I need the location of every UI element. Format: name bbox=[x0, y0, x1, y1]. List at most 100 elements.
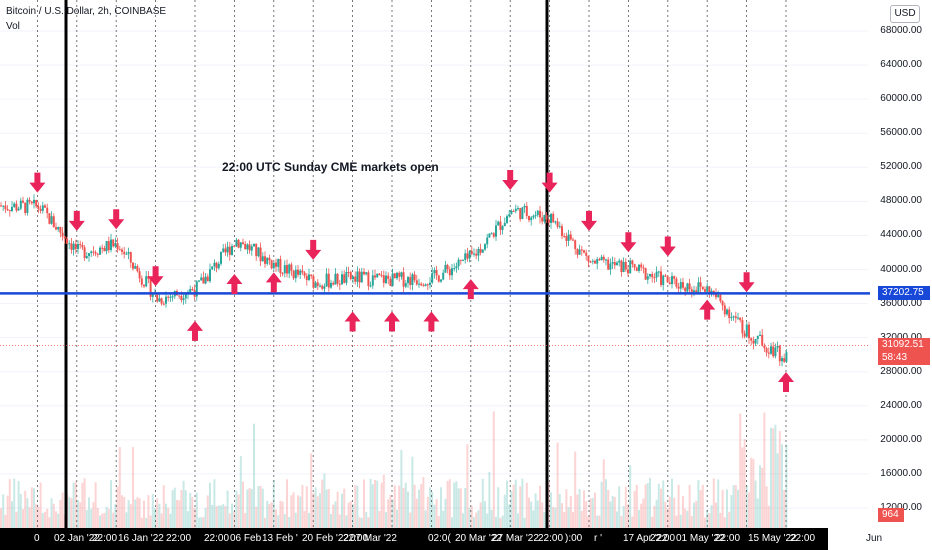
volume-bar bbox=[41, 512, 44, 528]
volume-bar bbox=[228, 513, 231, 528]
candle-body bbox=[112, 239, 115, 247]
volume-bar bbox=[495, 516, 497, 528]
volume-bar bbox=[206, 495, 209, 528]
volume-bar bbox=[385, 512, 387, 528]
volume-bar bbox=[486, 513, 489, 528]
candle-body bbox=[242, 242, 244, 244]
candle-body bbox=[734, 316, 737, 319]
volume-bar bbox=[253, 423, 255, 528]
candle-body bbox=[521, 207, 524, 220]
arrow-down-icon bbox=[502, 170, 519, 191]
volume-bar bbox=[728, 511, 731, 528]
volume-bar bbox=[376, 480, 379, 528]
candle-body bbox=[627, 269, 629, 274]
current-price-badge: 31092.51 bbox=[878, 338, 930, 353]
candle-body bbox=[512, 211, 515, 212]
volume-bar bbox=[561, 503, 563, 528]
candle-body bbox=[116, 243, 119, 250]
candle-body bbox=[389, 278, 392, 286]
volume-bar bbox=[655, 499, 658, 528]
candle-body bbox=[8, 210, 11, 212]
candle-body bbox=[114, 243, 117, 247]
candle-body bbox=[184, 294, 187, 299]
volume-bar bbox=[24, 490, 27, 528]
volume-bar bbox=[543, 511, 546, 528]
candle-body bbox=[556, 221, 559, 227]
volume-bar bbox=[387, 499, 390, 528]
volume-bar bbox=[752, 458, 755, 528]
candle-body bbox=[11, 206, 13, 212]
candle-body bbox=[319, 285, 321, 287]
volume-bar bbox=[134, 499, 137, 528]
candle-body bbox=[536, 210, 539, 216]
volume-bar bbox=[462, 513, 464, 528]
candle-body bbox=[321, 285, 324, 289]
volume-bar bbox=[422, 477, 425, 528]
volume-bar bbox=[660, 488, 662, 528]
candle-body bbox=[52, 216, 55, 228]
volume-bar bbox=[675, 515, 678, 528]
candle-body bbox=[778, 345, 781, 362]
volume-bar bbox=[85, 509, 88, 528]
candle-body bbox=[314, 282, 317, 288]
arrow-down-icon bbox=[108, 209, 125, 230]
candle-body bbox=[545, 215, 548, 220]
candle-body bbox=[255, 243, 258, 257]
candle-body bbox=[226, 246, 229, 253]
candle-body bbox=[585, 252, 588, 256]
candle-body bbox=[539, 210, 541, 218]
volume-indicator-label[interactable]: Vol bbox=[6, 21, 20, 32]
candle-body bbox=[316, 282, 319, 286]
currency-button[interactable]: USD bbox=[890, 5, 920, 23]
volume-bar bbox=[607, 490, 610, 528]
candle-body bbox=[248, 244, 251, 251]
volume-bar bbox=[424, 510, 427, 528]
candle-body bbox=[517, 208, 519, 210]
arrow-up-icon bbox=[699, 299, 716, 320]
candle-body bbox=[429, 282, 431, 285]
candle-body bbox=[409, 277, 412, 286]
candle-body bbox=[376, 273, 379, 278]
volume-bar bbox=[492, 411, 495, 528]
candle-body bbox=[123, 251, 126, 255]
volume-bar bbox=[52, 503, 55, 528]
candle-body bbox=[525, 205, 528, 216]
symbol-title[interactable]: Bitcoin / U.S. Dollar, 2h, COINBASE bbox=[6, 6, 167, 17]
volume-bar bbox=[50, 498, 53, 528]
candle-body bbox=[158, 298, 161, 302]
volume-bar bbox=[272, 480, 275, 528]
candle-body bbox=[393, 273, 396, 279]
candle-body bbox=[479, 248, 482, 253]
weekly-sunday-markers bbox=[37, 0, 787, 528]
volume-bar bbox=[781, 444, 783, 528]
volume-bar bbox=[499, 517, 502, 528]
candle-body bbox=[268, 257, 271, 261]
candle-body bbox=[198, 280, 200, 282]
volume-bar bbox=[611, 496, 614, 528]
volume-bar bbox=[602, 459, 605, 528]
candle-body bbox=[215, 262, 218, 269]
arrow-down-icon bbox=[541, 172, 558, 193]
volume-bar bbox=[605, 479, 607, 528]
volume-bar bbox=[294, 512, 297, 528]
candle-body bbox=[202, 277, 205, 284]
volume-bar bbox=[391, 499, 394, 528]
volume-bar bbox=[479, 502, 482, 528]
price-tick-label: 52000.00 bbox=[880, 161, 922, 173]
arrow-up-icon bbox=[265, 272, 282, 293]
volume-bar bbox=[242, 481, 244, 528]
candle-body bbox=[378, 273, 381, 276]
volume-bar bbox=[514, 479, 517, 528]
time-axis[interactable] bbox=[0, 528, 828, 550]
volume-bar bbox=[739, 413, 742, 528]
candle-body bbox=[580, 249, 583, 251]
time-tick-label: Jun bbox=[866, 533, 883, 544]
candle-body bbox=[473, 253, 475, 255]
volume-bar bbox=[587, 516, 590, 528]
time-tick-label: 22:00 bbox=[538, 533, 564, 544]
volume-bar bbox=[558, 494, 561, 528]
arrow-up-icon bbox=[344, 311, 361, 332]
volume-bar bbox=[754, 480, 757, 528]
volume-bar bbox=[550, 492, 552, 528]
